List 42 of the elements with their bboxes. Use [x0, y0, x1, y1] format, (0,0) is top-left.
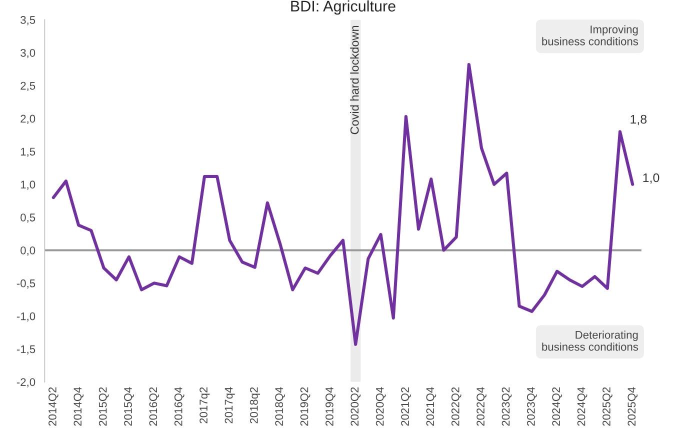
y-tick-label: 3,5 — [20, 16, 36, 26]
x-tick-label: 2020Q4 — [376, 387, 386, 426]
x-tick-label: 2017q2 — [200, 387, 210, 424]
y-tick-label: 0,0 — [20, 246, 36, 256]
x-tick-label: 2022Q4 — [476, 387, 486, 426]
y-tick-label: -1,5 — [16, 345, 36, 354]
x-tick-label: 2018q2 — [250, 387, 260, 424]
y-tick-label: -0,5 — [16, 279, 36, 289]
x-tick-label: 2024Q2 — [552, 387, 562, 426]
x-tick-label: 2023Q4 — [526, 387, 537, 426]
y-tick-label: 2,0 — [20, 114, 36, 124]
data-label: 1,8 — [630, 114, 647, 126]
y-tick-label: -1,0 — [16, 312, 36, 322]
annotation: Deteriorating business conditions — [542, 330, 638, 351]
x-tick-label: 2018Q4 — [275, 387, 286, 426]
y-tick-label: 1,0 — [20, 180, 36, 190]
y-tick-label: 0,5 — [20, 214, 36, 223]
x-tick-label: 2023Q2 — [502, 387, 512, 426]
x-tick-label: 2020Q2 — [350, 387, 361, 426]
x-tick-label: 2025Q2 — [602, 387, 612, 426]
x-tick-label: 2016Q4 — [174, 387, 184, 426]
x-tick-label: 2024Q4 — [577, 387, 588, 426]
x-tick-label: 2019Q2 — [300, 387, 310, 426]
x-tick-label: 2014Q4 — [74, 387, 84, 426]
chart-title: BDI: Agriculture — [291, 0, 396, 15]
y-tick-label: 2,5 — [20, 82, 36, 92]
annotation: Improving business conditions — [542, 25, 638, 46]
x-tick-label: 2015Q2 — [98, 387, 109, 426]
y-tick-label: 3,0 — [20, 48, 36, 58]
x-tick-label: 2021Q4 — [426, 387, 436, 426]
y-tick-label: -2,0 — [16, 378, 36, 388]
x-tick-label: 2016Q2 — [149, 387, 160, 426]
x-tick-label: 2015Q4 — [124, 387, 134, 426]
band-label: Covid hard lockdown — [350, 26, 359, 134]
x-tick-label: 2017q4 — [224, 387, 235, 424]
data-label: 1,0 — [643, 173, 660, 184]
x-tick-label: 2022Q2 — [451, 387, 462, 426]
x-tick-label: 2019Q4 — [326, 387, 336, 426]
y-tick-label: 1,5 — [20, 148, 36, 157]
x-tick-label: 2021Q2 — [401, 387, 411, 426]
x-tick-label: 2025Q4 — [628, 387, 638, 426]
x-tick-label: 2014Q2 — [48, 387, 58, 426]
